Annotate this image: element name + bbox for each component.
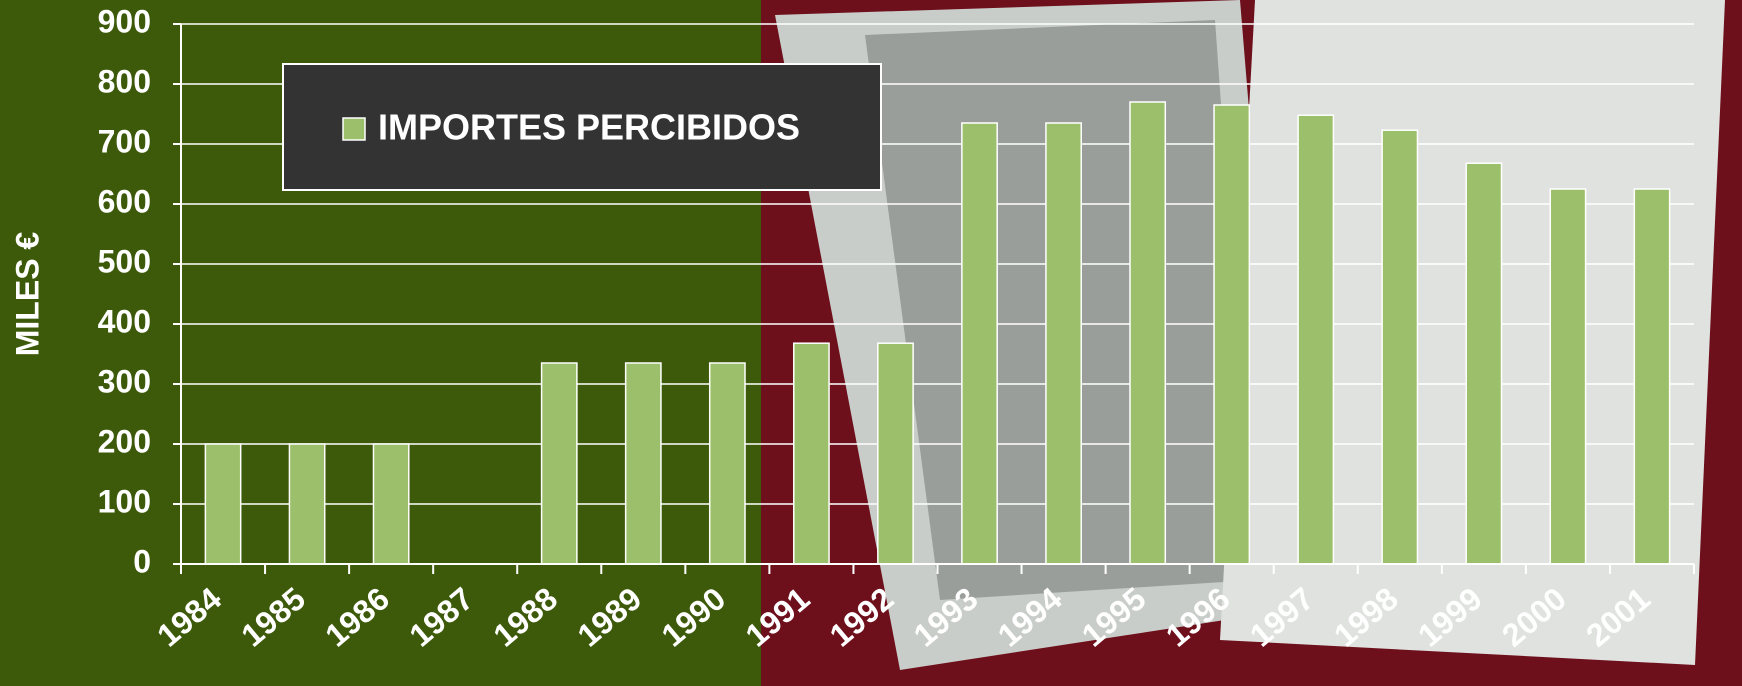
y-tick-label: 0 (133, 543, 151, 579)
bar (373, 444, 408, 564)
bar (1382, 130, 1417, 564)
bar (289, 444, 324, 564)
y-tick-label: 300 (98, 363, 151, 399)
bar (1634, 189, 1669, 564)
chart: MILES € 01002003004005006007008009001984… (0, 0, 1742, 686)
bar (1550, 189, 1585, 564)
page: {"chart_data": {"type": "bar", "y_label"… (0, 0, 1742, 686)
y-tick-label: 100 (98, 483, 151, 519)
bar (1214, 105, 1249, 564)
y-tick-label: 900 (98, 3, 151, 39)
bar (1298, 115, 1333, 564)
y-tick-label: 600 (98, 183, 151, 219)
bar (542, 363, 577, 564)
bar (962, 123, 997, 564)
legend: IMPORTES PERCIBIDOS (283, 64, 881, 190)
bar (1046, 123, 1081, 564)
y-axis-label: MILES € (9, 232, 45, 357)
bar (205, 444, 240, 564)
legend-label: IMPORTES PERCIBIDOS (378, 107, 800, 148)
y-tick-label: 400 (98, 303, 151, 339)
bar (710, 363, 745, 564)
bar (1466, 163, 1501, 564)
y-tick-label: 800 (98, 63, 151, 99)
bar (878, 343, 913, 564)
bar (626, 363, 661, 564)
y-tick-label: 700 (98, 123, 151, 159)
y-tick-label: 500 (98, 243, 151, 279)
legend-swatch (343, 118, 365, 140)
y-tick-label: 200 (98, 423, 151, 459)
bar (1130, 102, 1165, 564)
bar (794, 343, 829, 564)
